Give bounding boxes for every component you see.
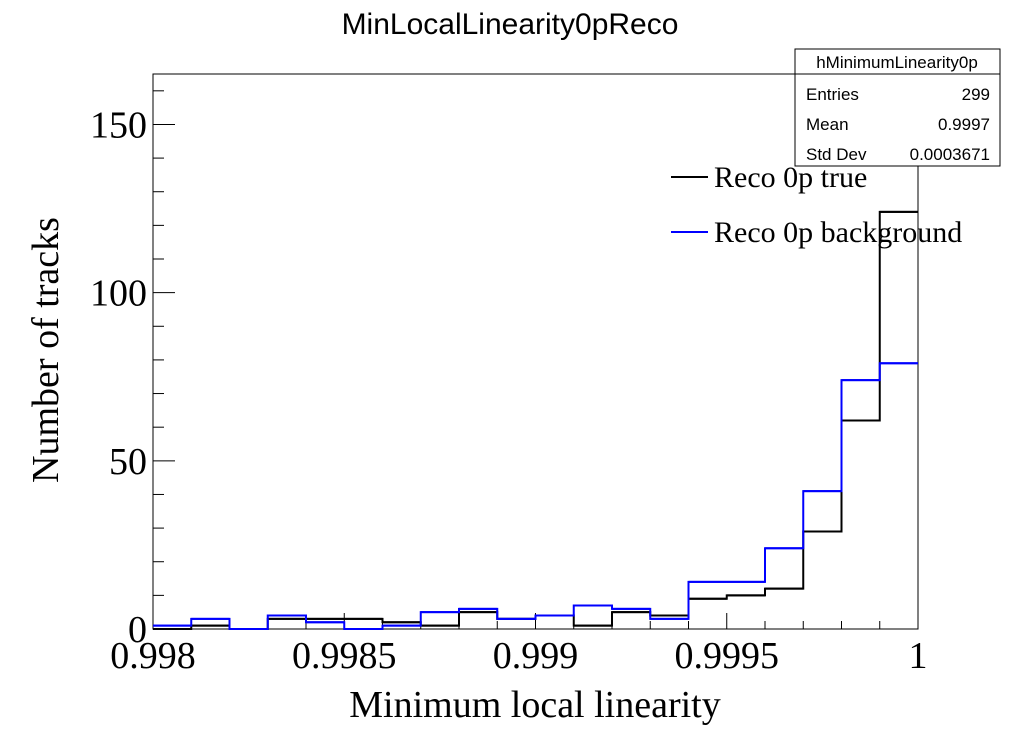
histogram-line xyxy=(153,210,918,630)
x-tick-label: 0.9985 xyxy=(292,635,397,677)
histogram-series xyxy=(153,210,918,630)
x-tick-label: 1 xyxy=(909,635,928,677)
stats-stddev-value: 0.0003671 xyxy=(910,145,990,164)
stats-box: hMinimumLinearity0p Entries 299 Mean 0.9… xyxy=(794,48,1001,167)
y-axis: 0 50 100 150 xyxy=(90,90,175,651)
y-tick-label: 50 xyxy=(109,441,147,483)
stats-mean-label: Mean xyxy=(806,115,849,134)
stats-mean-value: 0.9997 xyxy=(938,115,990,134)
series-true xyxy=(153,210,918,630)
y-tick-label: 0 xyxy=(128,609,147,651)
x-axis-label: Minimum local linearity xyxy=(349,684,720,726)
stats-box-frame xyxy=(794,48,1001,167)
y-tick-label: 100 xyxy=(90,273,147,315)
series-background xyxy=(153,362,918,630)
x-tick-label: 0.999 xyxy=(493,635,579,677)
x-axis: 0.998 0.9985 0.999 0.9995 1 xyxy=(110,613,928,677)
x-tick-label: 0.9995 xyxy=(675,635,780,677)
stats-entries-value: 299 xyxy=(962,85,990,104)
y-axis-label: Number of tracks xyxy=(25,217,67,483)
stats-stddev-label: Std Dev xyxy=(806,145,867,164)
y-tick-label: 150 xyxy=(90,104,147,146)
chart-title: MinLocalLinearity0pReco xyxy=(342,8,679,41)
x-tick-label: 0.998 xyxy=(110,635,196,677)
stats-box-name: hMinimumLinearity0p xyxy=(816,53,978,72)
legend-label: Reco 0p background xyxy=(714,216,962,249)
stats-entries-label: Entries xyxy=(806,85,859,104)
